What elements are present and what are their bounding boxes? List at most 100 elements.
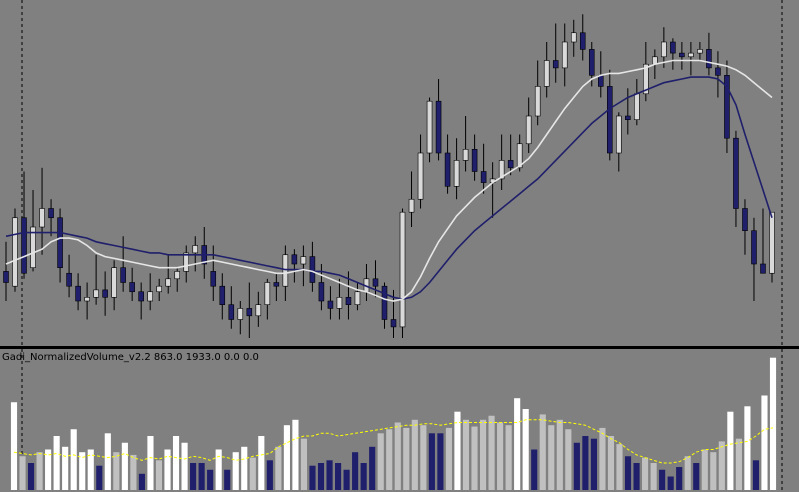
bear-candle xyxy=(706,49,712,69)
volume-bar-normal xyxy=(130,454,137,490)
bull-candle xyxy=(165,278,171,287)
fast-moving-average-line xyxy=(5,59,773,302)
volume-bar-high xyxy=(181,442,188,490)
price-chart xyxy=(3,0,783,346)
volume-bar-normal xyxy=(616,444,623,490)
bull-candle xyxy=(147,291,153,302)
volume-bar-high xyxy=(258,436,265,490)
volume-bar-normal xyxy=(539,414,546,490)
volume-bar-normal xyxy=(386,429,393,490)
volume-bar-normal xyxy=(471,426,478,490)
volume-bar-low xyxy=(360,463,367,490)
volume-bar-low xyxy=(198,463,205,490)
volume-bar-high xyxy=(522,409,529,490)
bear-candle xyxy=(625,115,631,120)
bull-candle xyxy=(12,217,18,287)
bull-candle xyxy=(255,304,262,317)
volume-bar-high xyxy=(172,436,180,490)
bear-candle xyxy=(742,208,748,232)
volume-bar-normal xyxy=(735,438,742,490)
volume-bar-normal xyxy=(718,441,725,490)
bear-candle xyxy=(291,254,298,265)
bull-candle xyxy=(561,41,568,69)
slow-moving-average-line xyxy=(5,76,773,300)
price-chart-pane[interactable] xyxy=(0,0,799,346)
bear-candle xyxy=(48,208,54,219)
bear-candle xyxy=(345,296,352,305)
bull-candle xyxy=(39,208,45,228)
bull-candle xyxy=(300,256,307,265)
volume-bar-high xyxy=(70,429,77,490)
bull-candle xyxy=(661,41,667,58)
bear-candle xyxy=(21,217,27,274)
volume-bar-normal xyxy=(599,427,606,490)
volume-bar-low xyxy=(266,460,273,490)
bear-candle xyxy=(444,152,451,187)
bear-candle xyxy=(471,149,478,172)
volume-bar-normal xyxy=(548,425,555,490)
volume-bar-low xyxy=(96,465,103,490)
volume-bar-normal xyxy=(650,463,657,490)
bear-candle xyxy=(679,52,685,58)
bear-candle xyxy=(607,86,613,154)
bear-candle xyxy=(66,272,72,287)
bear-candle xyxy=(210,271,217,287)
volume-bar-low xyxy=(676,467,683,490)
bull-candle xyxy=(498,160,505,180)
volume-bar-low xyxy=(343,469,350,490)
volume-bar-low xyxy=(752,460,760,490)
bear-candle xyxy=(751,230,757,265)
volume-bar-normal xyxy=(505,425,512,490)
bear-candle xyxy=(102,289,108,298)
bull-candle xyxy=(697,49,703,54)
bear-candle xyxy=(579,32,586,50)
bull-candle xyxy=(399,211,406,328)
volume-bar-normal xyxy=(710,452,717,490)
volume-bar-normal xyxy=(462,419,470,490)
volume-bar-low xyxy=(326,460,333,490)
bear-candle xyxy=(57,217,63,269)
bear-candle xyxy=(715,67,721,76)
volume-bar-normal xyxy=(155,460,163,490)
volume-bar-normal xyxy=(445,427,453,490)
volume-bar-normal xyxy=(556,419,563,490)
bear-candle xyxy=(129,282,135,293)
bull-candle xyxy=(417,152,424,200)
volume-bar-low xyxy=(369,446,376,490)
bull-candle xyxy=(570,32,577,43)
volume-bar-high xyxy=(241,446,248,490)
bear-candle xyxy=(381,285,388,320)
bull-candle xyxy=(264,282,271,306)
volume-bar-low xyxy=(667,476,674,490)
bull-candle xyxy=(516,143,523,169)
volume-bar-normal xyxy=(300,438,308,490)
volume-bar-low xyxy=(190,463,197,490)
bear-candle xyxy=(228,304,235,320)
volume-bar-normal xyxy=(377,433,384,490)
bear-candle xyxy=(75,285,81,302)
volume-indicator-pane[interactable] xyxy=(0,349,799,492)
volume-bar-high xyxy=(104,433,111,490)
bull-candle xyxy=(30,226,36,269)
volume-bar-low xyxy=(590,438,597,490)
volume-bar-low xyxy=(573,442,580,490)
volume-bar-normal xyxy=(684,456,691,490)
pane-separator[interactable] xyxy=(0,346,799,349)
volume-bar-high xyxy=(164,449,171,490)
volume-bar-high xyxy=(87,449,94,490)
bull-candle xyxy=(192,245,199,254)
bear-candle xyxy=(507,160,514,169)
volume-bar-normal xyxy=(411,419,418,490)
volume-bar-normal xyxy=(479,419,487,490)
volume-bar-normal xyxy=(394,422,401,490)
bull-candle xyxy=(84,296,90,302)
volume-bar-normal xyxy=(36,452,43,490)
bear-candle xyxy=(372,278,379,287)
volume-bar-low xyxy=(531,449,538,490)
bear-candle xyxy=(273,282,280,287)
volume-bar-high xyxy=(761,395,768,490)
volume-bar-high xyxy=(292,419,299,490)
bull-candle xyxy=(426,100,433,154)
volume-bar-high xyxy=(147,436,154,490)
